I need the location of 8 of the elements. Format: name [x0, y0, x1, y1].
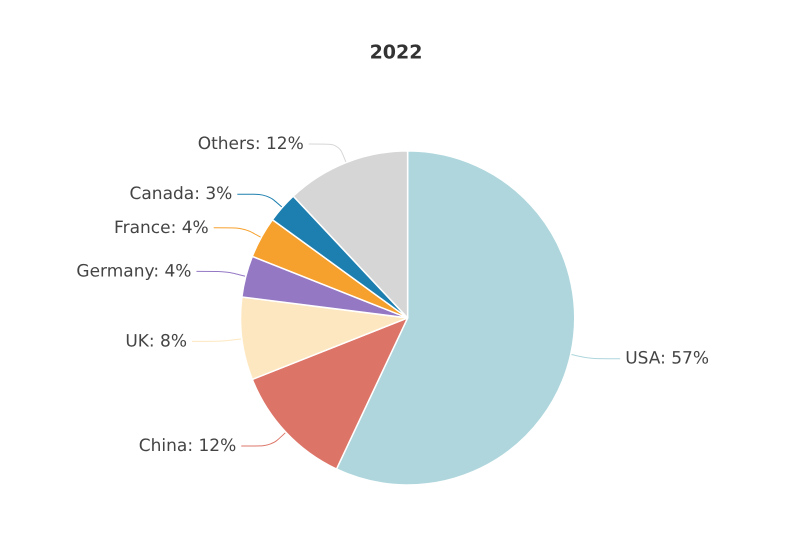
slice-label: Germany: 4% [76, 261, 192, 282]
slice-label: UK: 8% [125, 331, 188, 352]
slice-label: Canada: 3% [130, 184, 232, 204]
slice-label: Others: 12% [198, 134, 304, 154]
slice-label: France: 4% [114, 218, 209, 238]
chart-title: 2022 [370, 42, 422, 64]
slice-label: USA: 57% [625, 348, 710, 369]
slice-label: China: 12% [138, 436, 236, 456]
